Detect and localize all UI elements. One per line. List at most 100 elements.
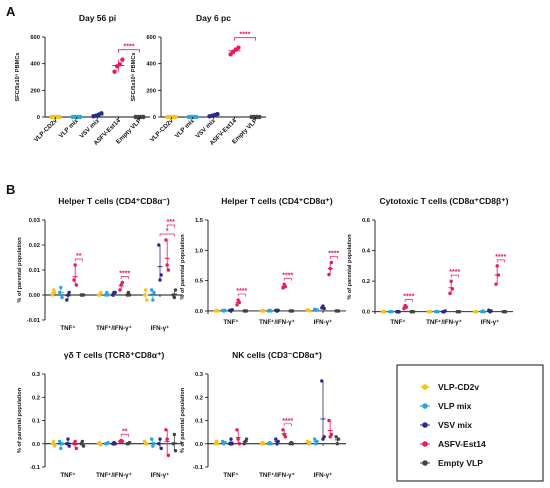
data-point xyxy=(72,278,76,282)
significance-bracket xyxy=(329,256,338,259)
chart-7: NK cells (CD3⁻CD8α⁺) -0.1 0.0 0.1 0.2 0.3 % of… xyxy=(180,350,346,479)
y-tick-label: 0.02 xyxy=(29,243,40,249)
data-point xyxy=(173,449,178,453)
data-point xyxy=(99,290,103,295)
data-point xyxy=(503,310,508,314)
data-point xyxy=(457,310,462,314)
data-point xyxy=(194,114,199,120)
significance-bracket xyxy=(159,233,175,237)
data-point xyxy=(53,444,57,448)
data-point xyxy=(113,290,117,295)
chart-title: Helper T cells (CD4⁺CD8α⁺) xyxy=(221,196,333,206)
y-tick-label: 0.5 xyxy=(195,279,204,285)
x-tick-label: VLP-CD2v xyxy=(33,117,59,143)
chart-title: Day 6 pc xyxy=(196,13,231,23)
significance-label: **** xyxy=(124,44,135,51)
x-tick-label: IFN-γ⁺ xyxy=(481,319,500,326)
data-point xyxy=(159,273,163,277)
y-tick-label: 200 xyxy=(30,88,40,94)
legend-label: VSV mix xyxy=(438,420,472,430)
significance-label: **** xyxy=(403,294,414,301)
significance-label: **** xyxy=(240,32,251,39)
y-tick-label: -0.1 xyxy=(30,465,41,471)
data-point xyxy=(308,309,312,313)
data-point xyxy=(290,309,295,313)
data-point xyxy=(118,288,122,292)
data-point xyxy=(223,308,227,313)
data-point xyxy=(269,442,273,446)
data-point xyxy=(315,308,319,312)
data-point xyxy=(165,437,169,441)
x-tick-label: IFN-γ⁺ xyxy=(314,319,333,326)
significance-bracket xyxy=(404,299,413,303)
data-point xyxy=(59,285,63,290)
data-point xyxy=(158,437,162,441)
data-point xyxy=(397,310,401,314)
significance-bracket xyxy=(118,49,140,53)
y-tick-label: 0.0 xyxy=(195,309,203,315)
data-point xyxy=(322,306,326,311)
data-point xyxy=(113,442,117,446)
data-point xyxy=(328,266,332,271)
data-point xyxy=(127,293,132,297)
data-point xyxy=(166,268,171,272)
data-point xyxy=(327,418,331,423)
y-tick-label: 1.0 xyxy=(195,248,203,254)
data-point xyxy=(74,446,79,451)
data-point xyxy=(60,442,64,446)
data-point xyxy=(290,442,295,446)
data-point xyxy=(165,263,169,267)
data-point xyxy=(308,440,312,445)
data-point xyxy=(171,442,175,446)
data-point xyxy=(81,293,86,297)
y-tick-label: 200 xyxy=(146,88,156,94)
data-point xyxy=(334,435,338,439)
y-tick-label: 0.2 xyxy=(362,279,370,285)
data-point xyxy=(99,443,103,447)
data-point xyxy=(496,273,501,277)
data-point xyxy=(383,310,387,314)
chart-6: γδ T cells (TCRδ⁺CD8α⁺) -0.1 0.0 0.1 0.2 0.3%… xyxy=(17,350,183,479)
y-tick-label: -0.1 xyxy=(193,465,204,471)
y-tick-label: 0.2 xyxy=(195,395,203,401)
data-point xyxy=(262,309,266,313)
legend-label: VLP-CD2v xyxy=(438,382,479,392)
data-point xyxy=(274,437,278,441)
data-point xyxy=(236,437,240,441)
panel-label-a: A xyxy=(6,4,16,19)
x-tick-label: IFN-γ⁺ xyxy=(151,325,170,332)
y-tick-label: 600 xyxy=(146,35,156,41)
significance-label: *** xyxy=(167,219,175,226)
data-point xyxy=(495,264,499,268)
data-point xyxy=(449,279,453,283)
chart-5: Cytotoxic T cells (CD8α⁺CD8β⁺) 0.0 0.2 0.4 0… xyxy=(347,196,513,326)
data-point xyxy=(152,290,156,295)
chart-title: Cytotoxic T cells (CD8α⁺CD8β⁺) xyxy=(380,196,509,206)
data-point xyxy=(143,288,148,292)
data-point xyxy=(164,238,168,242)
data-point xyxy=(257,114,262,120)
legend-marker xyxy=(422,384,428,390)
y-tick-label: 0.4 xyxy=(362,249,371,255)
data-point xyxy=(235,303,239,307)
legend-label: Empty VLP xyxy=(438,458,483,468)
data-point xyxy=(482,310,486,314)
data-point xyxy=(158,278,162,282)
legend-label: ASFV-Est14 xyxy=(438,439,486,449)
legend-item: VLP mix xyxy=(420,401,472,411)
chart-3: Helper T cells (CD4⁺CD8α⁻) -0.01 0.00 0.01 0… xyxy=(17,196,183,332)
y-tick-label: 0.0 xyxy=(195,442,203,448)
legend: VLP-CD2v VLP mix VSV mix ASFV-Est14 Empt… xyxy=(396,364,544,482)
chart-4: Helper T cells (CD4⁺CD8α⁺) 0.0 0.5 1.0 1.5 % … xyxy=(180,196,346,326)
x-tick-label: TNF⁺/IFN-γ⁺ xyxy=(96,325,132,332)
y-axis-title: % of parental population xyxy=(180,234,186,300)
data-point xyxy=(173,288,178,292)
data-point xyxy=(269,309,273,313)
data-point xyxy=(283,435,288,439)
significance-label: **** xyxy=(449,269,460,276)
x-tick-label: TNF⁺ xyxy=(223,319,238,326)
y-tick-label: 0.00 xyxy=(29,293,40,299)
legend-item: VLP-CD2v xyxy=(420,382,479,392)
data-point xyxy=(106,293,110,297)
data-point xyxy=(78,114,83,120)
